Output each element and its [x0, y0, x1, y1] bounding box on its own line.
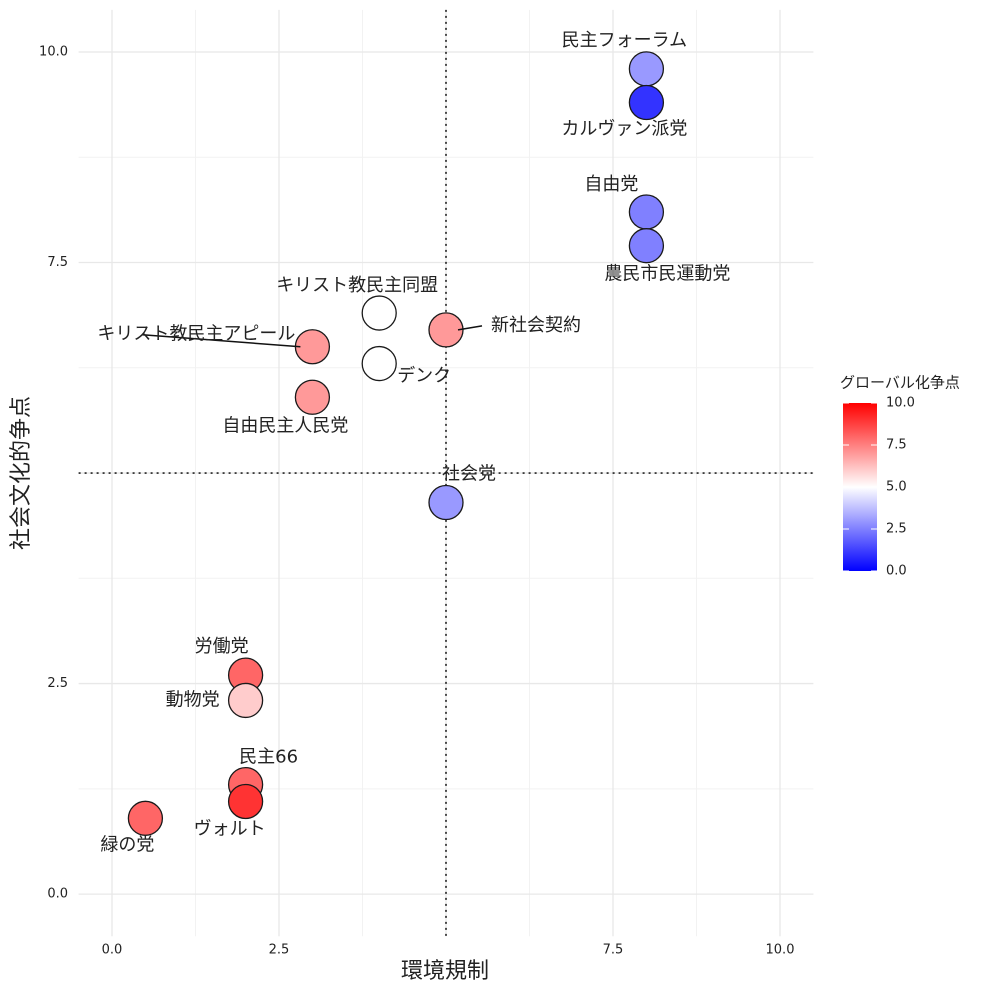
point-label: 緑の党	[100, 834, 154, 855]
point-label: 社会党	[442, 464, 496, 485]
point	[227, 682, 264, 719]
point	[227, 783, 264, 820]
point	[428, 484, 464, 521]
x-tick-label: 10.0	[766, 943, 795, 958]
point-label: ヴォルト	[194, 818, 266, 839]
label-connector	[457, 325, 483, 331]
point	[628, 194, 665, 230]
point-label: 動物党	[166, 689, 220, 710]
point-label: キリスト教民主同盟	[276, 275, 438, 296]
point-label: デンク	[397, 366, 451, 387]
point-label: 民主66	[239, 747, 298, 768]
point-label: キリスト教民主アピール	[97, 324, 295, 345]
y-tick-label: 0.0	[47, 887, 68, 902]
point-label: 労働党	[195, 636, 249, 657]
point-label: 農民市民運動党	[604, 264, 730, 285]
point-label: カルヴァン派党	[561, 119, 687, 140]
colorbar-tick-label: 0.0	[886, 564, 907, 579]
y-axis-title: 社会文化的争点	[9, 396, 34, 550]
y-tick-label: 2.5	[47, 676, 68, 691]
point	[628, 51, 665, 87]
point	[294, 379, 331, 415]
point	[294, 329, 331, 365]
x-axis-title: 環境規制	[401, 959, 489, 984]
point	[628, 84, 665, 121]
point	[428, 312, 464, 348]
x-tick-label: 7.5	[603, 943, 624, 958]
point	[361, 345, 397, 382]
colorbar-tick-label: 10.0	[886, 396, 915, 411]
point	[127, 800, 164, 836]
colorbar-title: グローバル化争点	[840, 374, 960, 392]
x-tick-label: 0.0	[102, 943, 123, 958]
colorbar-tick-label: 2.5	[886, 522, 907, 537]
colorbar-tick-label: 5.0	[886, 480, 907, 495]
point-label: 自由民主人民党	[222, 415, 348, 436]
point-label: 民主フォーラム	[562, 30, 687, 51]
y-tick-label: 7.5	[47, 255, 68, 270]
colorbar-tick-label: 7.5	[886, 438, 907, 453]
point	[361, 295, 397, 331]
y-tick-label: 10.0	[39, 45, 68, 60]
point-label: 新社会契約	[491, 315, 581, 336]
point-label: 自由党	[584, 174, 638, 195]
point	[628, 228, 665, 264]
x-tick-label: 2.5	[269, 943, 290, 958]
label-connector	[142, 333, 301, 348]
